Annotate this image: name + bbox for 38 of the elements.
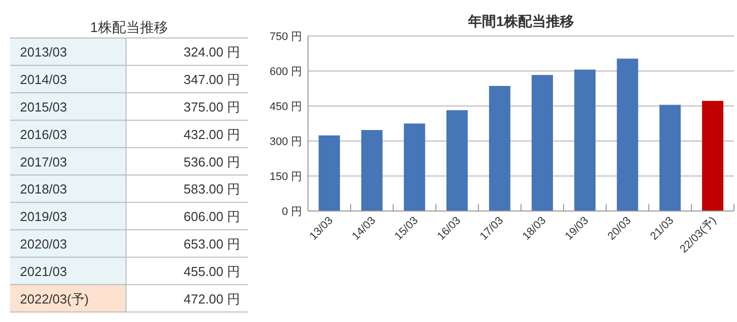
chart-title: 年間1株配当推移 [467, 13, 574, 29]
text: 455.00 円 [184, 264, 240, 279]
bar [446, 110, 468, 211]
category-label: 2021/03 [20, 264, 67, 279]
y-tick-label: 450 円 [270, 101, 302, 113]
bar [489, 86, 510, 211]
y-tick-label: 300 円 [270, 136, 302, 148]
text: 606.00 円 [184, 209, 240, 224]
category-label: 2022/03(予) [20, 291, 89, 306]
bar [616, 58, 638, 211]
bar [659, 104, 681, 211]
text: 1株配当推移 [90, 19, 168, 35]
y-tick-label: 150 円 [270, 171, 302, 183]
bar [702, 100, 724, 211]
text: 583.00 円 [184, 182, 240, 197]
text: 324.00 円 [184, 44, 240, 60]
text: 347.00 円 [184, 72, 240, 88]
category-label: 2013/03 [20, 44, 67, 60]
y-tick-label: 600 円 [270, 66, 302, 78]
category-label: 2018/03 [20, 182, 67, 197]
y-tick-label: 750 円 [270, 31, 302, 43]
text: 472.00 円 [184, 291, 240, 306]
category-label: 2017/03 [20, 154, 67, 170]
bar [404, 124, 426, 211]
bar [318, 135, 340, 211]
text: 653.00 円 [184, 236, 240, 252]
category-label: 2015/03 [20, 100, 67, 114]
category-label: 2019/03 [20, 209, 67, 224]
bar [361, 130, 383, 211]
text: 432.00 円 [184, 126, 240, 142]
category-label: 2020/03 [20, 236, 67, 252]
y-tick-label: 0 円 [282, 206, 302, 218]
category-label: 2014/03 [20, 72, 67, 88]
text: 375.00 円 [184, 100, 240, 114]
text: 536.00 円 [184, 154, 240, 170]
bar [532, 74, 553, 211]
category-label: 2016/03 [20, 126, 67, 142]
bar [574, 70, 596, 211]
